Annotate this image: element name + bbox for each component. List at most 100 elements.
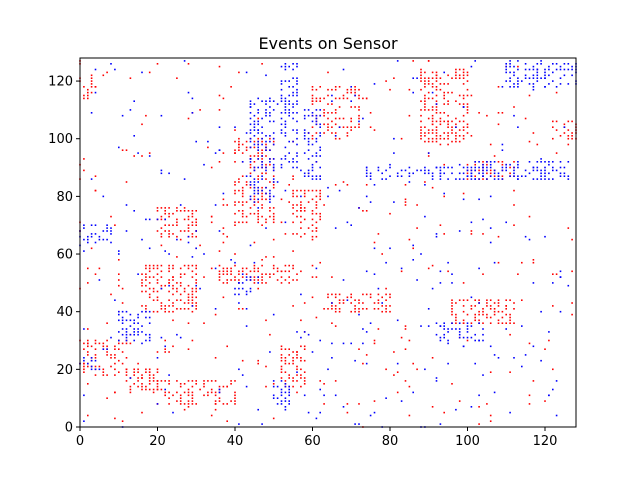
- negative-event-point: [334, 394, 337, 397]
- negative-event-point: [528, 77, 531, 79]
- negative-event-point: [303, 152, 306, 154]
- positive-event-point: [431, 117, 434, 120]
- negative-event-point: [334, 227, 337, 229]
- positive-event-point: [269, 215, 271, 218]
- positive-event-point: [176, 221, 178, 224]
- positive-event-point: [87, 414, 89, 417]
- positive-event-point: [478, 406, 480, 408]
- negative-event-point: [559, 172, 562, 175]
- negative-event-point: [90, 359, 93, 362]
- positive-event-point: [466, 126, 469, 128]
- positive-event-point: [125, 371, 128, 373]
- negative-event-point: [346, 299, 349, 301]
- negative-event-point: [125, 230, 128, 232]
- positive-event-point: [245, 267, 248, 270]
- positive-event-point: [439, 77, 442, 79]
- positive-event-point: [424, 109, 426, 111]
- positive-event-point: [253, 270, 256, 273]
- positive-event-point: [284, 357, 287, 359]
- positive-event-point: [187, 267, 190, 270]
- negative-event-point: [253, 143, 256, 146]
- negative-event-point: [218, 391, 221, 394]
- negative-event-point: [462, 198, 465, 201]
- positive-event-point: [319, 100, 321, 102]
- negative-event-point: [509, 71, 511, 74]
- positive-event-point: [552, 273, 554, 275]
- negative-event-point: [486, 169, 488, 172]
- x-axis: 0 20 40 60 80 100 120: [76, 427, 557, 449]
- negative-event-point: [311, 166, 314, 169]
- positive-event-point: [350, 296, 352, 299]
- negative-event-point: [280, 97, 283, 100]
- negative-event-point: [489, 166, 492, 169]
- positive-event-point: [424, 103, 426, 105]
- positive-event-point: [172, 212, 174, 215]
- positive-event-point: [567, 137, 570, 140]
- negative-event-point: [253, 103, 256, 105]
- positive-event-point: [443, 120, 445, 123]
- positive-event-point: [191, 403, 194, 405]
- positive-event-point: [435, 88, 438, 91]
- negative-event-point: [160, 114, 163, 117]
- negative-event-point: [280, 158, 283, 160]
- positive-event-point: [358, 109, 360, 111]
- positive-event-point: [230, 383, 232, 385]
- positive-event-point: [458, 68, 461, 71]
- negative-event-point: [509, 60, 511, 62]
- positive-event-point: [172, 394, 174, 397]
- negative-event-point: [319, 178, 321, 180]
- positive-event-point: [497, 310, 500, 313]
- positive-event-point: [292, 207, 294, 209]
- negative-event-point: [129, 313, 132, 316]
- negative-event-point: [389, 175, 391, 177]
- positive-event-point: [493, 302, 496, 304]
- negative-event-point: [478, 172, 480, 175]
- negative-event-point: [83, 250, 85, 252]
- positive-event-point: [489, 414, 492, 417]
- positive-event-point: [148, 71, 151, 74]
- positive-event-point: [191, 287, 194, 290]
- positive-event-point: [280, 221, 283, 224]
- positive-event-point: [284, 362, 287, 365]
- negative-event-point: [331, 342, 333, 345]
- x-tick-label: 20: [149, 434, 166, 449]
- negative-event-point: [408, 166, 411, 169]
- positive-event-point: [253, 212, 256, 215]
- positive-event-point: [272, 267, 275, 270]
- positive-event-point: [195, 296, 197, 299]
- negative-event-point: [358, 120, 360, 123]
- positive-event-point: [195, 279, 197, 281]
- positive-event-point: [350, 310, 352, 313]
- positive-event-point: [234, 184, 236, 186]
- positive-event-point: [431, 357, 434, 359]
- negative-event-point: [552, 282, 554, 284]
- positive-event-point: [191, 339, 194, 342]
- negative-event-point: [548, 83, 550, 85]
- positive-event-point: [261, 149, 263, 151]
- negative-event-point: [396, 319, 399, 322]
- negative-event-point: [83, 394, 85, 397]
- negative-event-point: [238, 293, 240, 296]
- negative-event-point: [245, 71, 248, 74]
- negative-event-point: [257, 129, 259, 131]
- positive-event-point: [249, 207, 252, 209]
- positive-event-point: [280, 357, 283, 359]
- positive-event-point: [272, 417, 275, 420]
- positive-event-point: [183, 290, 186, 293]
- negative-event-point: [451, 282, 453, 284]
- positive-event-point: [300, 359, 302, 362]
- positive-event-point: [555, 129, 558, 131]
- positive-event-point: [226, 345, 228, 348]
- negative-event-point: [563, 74, 566, 77]
- positive-event-point: [230, 86, 232, 88]
- negative-event-point: [389, 247, 391, 250]
- positive-event-point: [315, 230, 318, 232]
- negative-event-point: [315, 137, 318, 140]
- positive-event-point: [183, 273, 186, 275]
- negative-event-point: [276, 385, 279, 388]
- negative-event-point: [489, 161, 492, 163]
- positive-event-point: [462, 305, 465, 307]
- positive-event-point: [435, 106, 438, 108]
- positive-event-point: [559, 135, 562, 137]
- positive-event-point: [501, 310, 504, 313]
